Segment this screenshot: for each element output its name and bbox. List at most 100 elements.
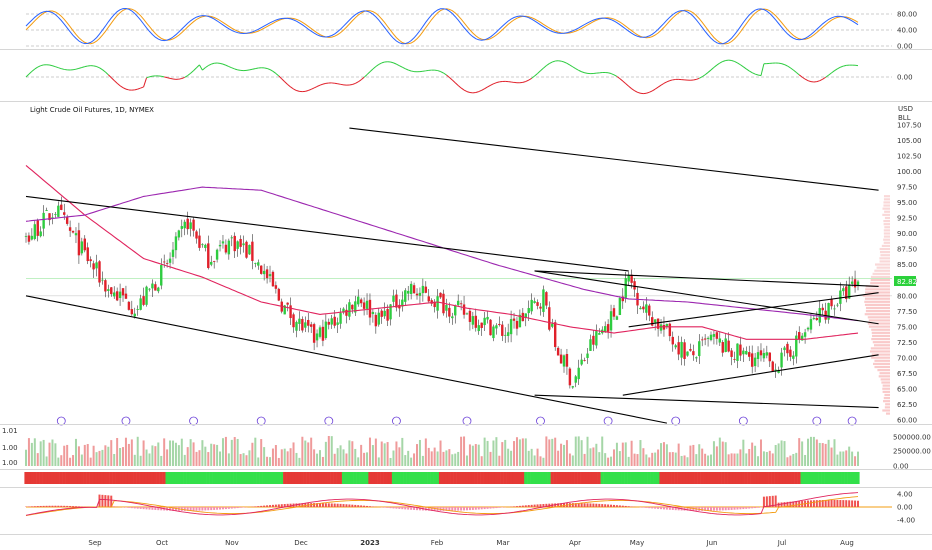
macd-histogram-bar <box>701 507 704 511</box>
trend-strip-cell <box>656 472 660 484</box>
trend-strip-cell <box>274 472 278 484</box>
candle-body <box>803 332 807 337</box>
volume-bar <box>495 437 498 466</box>
volume-bar <box>418 439 421 466</box>
macd-histogram-bar <box>404 507 407 510</box>
candle-body <box>259 265 263 274</box>
trend-strip-cell <box>106 472 110 484</box>
volume-bar <box>739 449 742 466</box>
candle-body <box>456 300 460 306</box>
trend-strip-cell <box>709 472 713 484</box>
macd-histogram-bar <box>765 496 768 507</box>
macd-histogram-bar <box>727 507 730 511</box>
x-tick-label: Sep <box>88 539 102 547</box>
macd-histogram-bar <box>283 504 286 507</box>
candle-body <box>401 299 404 307</box>
trend-strip-cell <box>827 472 831 484</box>
volume-bar <box>621 442 624 466</box>
volume-bar <box>513 441 516 466</box>
candle-body <box>145 286 148 305</box>
candle-body <box>39 231 42 237</box>
candle-body <box>745 350 748 355</box>
momentum-segment <box>193 67 197 71</box>
y-tick-label: 105.00 <box>897 137 922 145</box>
momentum-segment <box>748 70 753 74</box>
volume-bar <box>383 443 386 466</box>
volume-bar <box>645 454 648 466</box>
trend-strip-cell <box>250 472 254 484</box>
volume-bar <box>465 455 468 466</box>
momentum-segment <box>399 65 403 68</box>
momentum-segment <box>355 81 359 84</box>
momentum-segment <box>822 76 826 80</box>
candle-body <box>406 290 410 294</box>
volume-level-label: 250000.00 <box>893 448 931 456</box>
momentum-segment <box>37 65 41 68</box>
volume-bar <box>260 439 263 466</box>
trend-strip-cell <box>438 472 443 484</box>
macd-histogram-bar <box>857 500 859 507</box>
volume-profile-bar <box>879 247 890 251</box>
volume-bar <box>77 446 80 466</box>
candle-body <box>542 289 545 312</box>
momentum-segment <box>93 65 97 68</box>
volume-bar <box>136 436 139 466</box>
trendline <box>534 394 879 409</box>
trend-strip-cell <box>585 472 590 484</box>
trend-strip-cell <box>327 472 331 484</box>
macd-histogram-bar <box>51 505 54 507</box>
trend-strip-cell <box>788 472 792 484</box>
macd-histogram-bar <box>630 506 633 507</box>
trend-strip-cell <box>71 472 75 484</box>
momentum-segment <box>646 91 650 94</box>
stoch-level-label: 40.00 <box>897 27 917 35</box>
candle-body <box>536 302 539 306</box>
momentum-segment <box>754 73 759 76</box>
trend-strip-cell <box>89 472 93 484</box>
volume-bar <box>463 436 466 466</box>
volume-profile-bar <box>884 406 890 409</box>
macd-signal-line <box>25 496 859 516</box>
candle-body <box>677 342 680 355</box>
momentum-segment <box>713 64 718 68</box>
y-tick-label: 87.50 <box>897 246 917 254</box>
candle-body <box>771 361 774 372</box>
trend-strip-cell <box>794 472 798 484</box>
candle-body <box>580 359 583 365</box>
momentum-segment <box>34 66 39 70</box>
momentum-segment <box>528 77 532 81</box>
candle-body <box>345 309 348 316</box>
candle-body <box>104 280 107 292</box>
volume-bar <box>113 453 116 466</box>
trendline <box>25 295 668 424</box>
macd-histogram-bar <box>807 500 810 507</box>
volume-bar <box>736 453 739 466</box>
macd-histogram-bar <box>221 507 224 510</box>
volume-bar <box>583 453 586 466</box>
candle-body <box>36 220 39 236</box>
volume-profile-bar <box>862 294 890 297</box>
volume-bar <box>107 446 110 466</box>
trend-strip-cell <box>724 472 728 484</box>
volume-bar <box>116 437 119 466</box>
candle-body <box>286 302 289 305</box>
volume-bar <box>515 437 518 466</box>
macd-histogram-bar <box>501 507 504 508</box>
macd-histogram-bar <box>704 507 707 511</box>
volume-bar <box>527 450 530 466</box>
candle-body <box>609 311 613 331</box>
candle-body <box>724 338 727 352</box>
momentum-segment <box>607 72 612 75</box>
momentum-segment <box>478 89 482 93</box>
momentum-segment <box>446 74 450 78</box>
trend-strip-cell <box>615 472 619 484</box>
macd-histogram-bar <box>463 507 466 511</box>
trend-strip-cell <box>456 472 460 484</box>
event-marker-icon <box>56 416 66 426</box>
macd-histogram-bar <box>560 503 563 507</box>
momentum-segment <box>287 84 291 88</box>
macd-histogram-bar <box>751 507 754 509</box>
price-pane[interactable]: 107.50 105.00 102.50 100.00 97.50 95.00 92.50 9… <box>24 122 922 426</box>
volume-bar <box>151 445 154 466</box>
volume-bar <box>610 456 613 466</box>
